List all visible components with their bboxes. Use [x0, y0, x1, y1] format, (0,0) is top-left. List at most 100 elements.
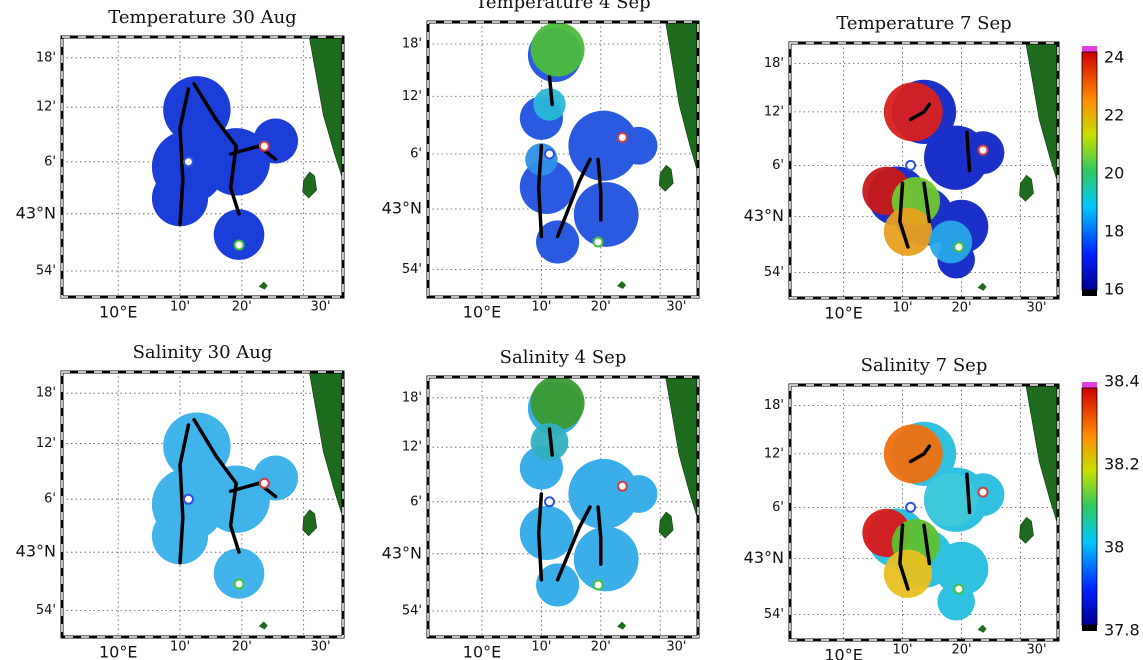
lon-label: 20' [232, 300, 252, 315]
station-star [544, 496, 555, 508]
lat-label: 18' [764, 398, 784, 413]
lon-label: 20' [951, 643, 971, 658]
panel-title: Salinity 4 Sep [500, 347, 627, 368]
island [258, 281, 268, 290]
map-panel: Temperature 7 Sep 18' 12' 6' 43°N 54' 10°E 10' 2… [744, 13, 1060, 323]
ship-track [596, 157, 603, 222]
field-blob [213, 548, 265, 599]
colorbar: 24 22 20 18 16 [1081, 46, 1124, 299]
field-patch [883, 207, 933, 256]
map-area [790, 385, 1058, 640]
map-area [428, 377, 698, 637]
field-blob [619, 475, 658, 513]
frame-check [61, 36, 344, 298]
ship-track [908, 102, 932, 122]
lon-label: 30' [666, 640, 686, 655]
colorbar-cap [1082, 290, 1097, 296]
colorbar-tick-label: 24 [1104, 48, 1124, 67]
lat-label: 43°N [382, 199, 422, 218]
lon-label: 30' [310, 300, 330, 315]
lon-label: 20' [591, 640, 611, 655]
colorbar-gradient [1081, 387, 1098, 626]
frame [60, 370, 345, 639]
lat-label: 54' [402, 604, 422, 619]
station-star [592, 236, 604, 248]
lat-label: 43°N [744, 548, 784, 567]
colorbar-tick-label: 38.4 [1104, 372, 1140, 391]
lon-label: 30' [666, 300, 686, 315]
lat-label: 6' [410, 147, 422, 162]
panel-title: Temperature 30 Aug [108, 7, 296, 28]
colorbar-tick-label: 22 [1104, 106, 1124, 125]
lat-label: 12' [764, 446, 784, 461]
field-patch [883, 549, 933, 598]
ship-track [547, 75, 554, 107]
island [977, 624, 987, 633]
lon-label: 10°E [824, 304, 862, 323]
field-patch [530, 377, 585, 430]
ship-track [178, 423, 191, 565]
lat-label: 43°N [16, 542, 56, 561]
field-patch [883, 424, 943, 484]
map-area [428, 22, 698, 297]
station-star [953, 241, 965, 253]
lat-label: 18' [402, 37, 422, 52]
panel-title: Salinity 30 Aug [133, 342, 273, 363]
field-patch [883, 82, 943, 142]
field-blob [568, 110, 639, 181]
station-star [977, 486, 989, 498]
coastline [308, 37, 343, 181]
lon-label: 10°E [99, 303, 137, 322]
colorbar: 38.4 38.2 38 37.8 [1081, 372, 1140, 640]
coastline [308, 372, 343, 518]
panel-title: Temperature 7 Sep [836, 13, 1011, 34]
lon-label: 10' [170, 300, 190, 315]
lon-label: 20' [591, 300, 611, 315]
frame-check [789, 384, 1059, 641]
map-area [790, 43, 1058, 298]
ship-track [965, 130, 972, 173]
lat-label: 54' [764, 265, 784, 280]
lon-label: 10°E [824, 646, 862, 660]
lat-label: 54' [764, 607, 784, 622]
island [617, 281, 626, 289]
coastline [665, 377, 698, 521]
ship-track [536, 144, 544, 239]
field-blob [253, 118, 299, 164]
ship-track [922, 181, 932, 224]
lat-label: 12' [402, 89, 422, 104]
field-blob [519, 506, 574, 560]
coastline [665, 22, 698, 174]
lon-label: 10°E [99, 643, 137, 660]
panel-title: Temperature 4 Sep [475, 0, 650, 13]
ship-track [555, 157, 592, 239]
ship-track [898, 181, 910, 249]
map-panel: Salinity 30 Aug 18' 12' 6' 43°N 54' 10°E 10' 20'… [16, 342, 345, 660]
map-panel: Temperature 30 Aug 18' 12' 6' 43°N 54' 10°E 10'… [16, 7, 345, 322]
island [617, 621, 626, 630]
lon-label: 10°E [463, 643, 501, 660]
field-blob [619, 126, 658, 165]
ship-track [596, 505, 603, 566]
map-area [62, 372, 343, 637]
station-star [233, 578, 245, 590]
lat-label: 12' [764, 104, 784, 119]
lon-label: 10' [531, 640, 551, 655]
panel-title: Salinity 7 Sep [861, 355, 988, 376]
lat-label: 6' [772, 500, 784, 515]
station-star [233, 239, 245, 251]
field-patch [924, 472, 978, 527]
island [258, 621, 268, 630]
lon-label: 30' [1026, 643, 1046, 658]
station-star [544, 148, 555, 160]
lon-label: 10°E [463, 303, 501, 322]
field-blob [937, 582, 975, 621]
station-star [953, 583, 965, 595]
map-panel: Salinity 7 Sep 18' 12' 6' 43°N 54' 10°E 10' 20' 3… [744, 355, 1060, 660]
colorbar-gradient [1081, 51, 1098, 291]
frame-check [427, 21, 699, 298]
field-blob [253, 455, 299, 501]
island [1019, 174, 1034, 202]
lon-label: 10' [892, 643, 912, 658]
